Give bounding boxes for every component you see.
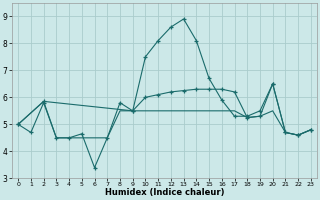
X-axis label: Humidex (Indice chaleur): Humidex (Indice chaleur) bbox=[105, 188, 224, 197]
